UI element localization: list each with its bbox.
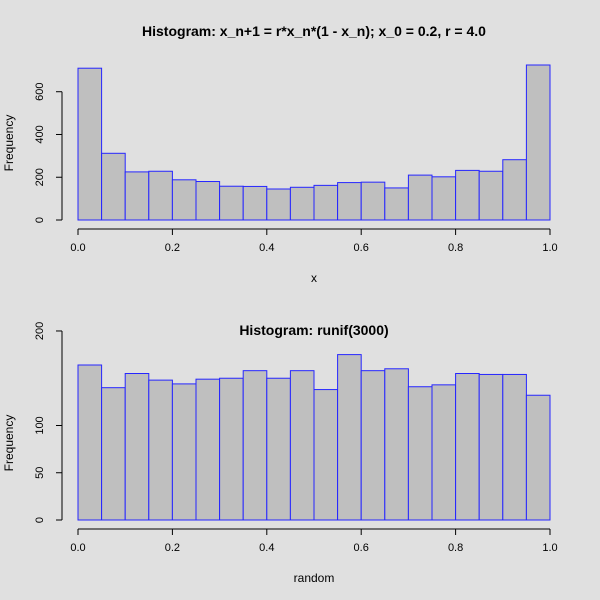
y-tick-label: 200 bbox=[34, 322, 46, 340]
histogram-bar bbox=[360, 181, 386, 221]
y-axis-label: Frequency bbox=[2, 115, 16, 172]
histogram-bar bbox=[289, 370, 315, 521]
histogram-bar bbox=[384, 368, 409, 521]
histogram-bar bbox=[502, 373, 527, 521]
y-axis: 0 50 100 200 bbox=[34, 322, 63, 523]
histogram-bar bbox=[455, 169, 480, 221]
x-tick-label: 0.6 bbox=[354, 242, 369, 254]
histogram-bar bbox=[407, 386, 433, 521]
histogram-bar bbox=[171, 383, 197, 521]
histogram-bar bbox=[266, 188, 291, 221]
y-tick-label: 400 bbox=[34, 125, 46, 143]
histogram-bar bbox=[337, 182, 362, 221]
y-axis: 0 200 400 600 bbox=[34, 83, 63, 223]
x-axis: 0.0 0.2 0.4 0.6 0.8 1.0 bbox=[70, 228, 558, 254]
bars bbox=[77, 354, 551, 521]
x-tick-label: 0.8 bbox=[448, 242, 463, 254]
histogram-bar bbox=[360, 370, 386, 521]
y-tick-label: 0 bbox=[34, 217, 46, 223]
histogram-bar bbox=[148, 379, 173, 521]
histogram-bar bbox=[407, 174, 433, 221]
histogram-bar bbox=[313, 389, 339, 521]
histogram-bar bbox=[478, 170, 504, 221]
histogram-bar bbox=[171, 179, 197, 221]
y-tick-label: 600 bbox=[34, 83, 46, 101]
x-tick-label: 0.4 bbox=[259, 542, 274, 554]
x-tick-label: 0.8 bbox=[448, 542, 463, 554]
x-tick-label: 0.6 bbox=[354, 542, 369, 554]
chart-title: Histogram: runif(3000) bbox=[239, 322, 388, 338]
y-tick-label: 50 bbox=[34, 467, 46, 479]
histogram-bar bbox=[502, 159, 527, 221]
x-tick-label: 0.2 bbox=[165, 542, 180, 554]
histogram-bar bbox=[431, 384, 457, 521]
x-tick-label: 0.0 bbox=[70, 242, 85, 254]
histogram-bar bbox=[101, 152, 126, 221]
histogram-bar bbox=[219, 377, 244, 521]
histogram-bar bbox=[266, 377, 291, 521]
histogram-bar bbox=[431, 176, 457, 221]
histogram-bar bbox=[195, 378, 221, 521]
histogram-bar bbox=[289, 186, 315, 221]
histogram-bar bbox=[525, 64, 551, 221]
histogram-bar bbox=[219, 185, 244, 221]
histogram-bar bbox=[124, 373, 150, 521]
histogram-bar bbox=[242, 370, 268, 521]
x-tick-label: 0.0 bbox=[70, 542, 85, 554]
histogram-bar bbox=[337, 354, 362, 521]
histogram-bar bbox=[384, 187, 409, 221]
chart-title: Histogram: x_n+1 = r*x_n*(1 - x_n); x_0 … bbox=[142, 23, 486, 39]
y-axis-label: Frequency bbox=[2, 415, 16, 472]
x-axis-label: x bbox=[311, 271, 317, 285]
x-axis: 0.0 0.2 0.4 0.6 0.8 1.0 bbox=[70, 528, 558, 554]
histogram-bar bbox=[455, 373, 480, 521]
x-tick-label: 1.0 bbox=[542, 242, 557, 254]
histogram-bar bbox=[478, 373, 504, 521]
histogram-bar bbox=[242, 185, 268, 221]
histogram-bar bbox=[77, 364, 103, 521]
x-tick-label: 0.2 bbox=[165, 242, 180, 254]
panel-top: Histogram: x_n+1 = r*x_n*(1 - x_n); x_0 … bbox=[2, 23, 558, 285]
x-tick-label: 1.0 bbox=[542, 542, 557, 554]
x-tick-label: 0.4 bbox=[259, 242, 274, 254]
y-tick-label: 0 bbox=[34, 517, 46, 523]
bars bbox=[77, 64, 551, 221]
panel-bottom: Histogram: runif(3000) random Frequency … bbox=[2, 322, 558, 585]
histogram-bar bbox=[313, 184, 339, 221]
y-tick-label: 200 bbox=[34, 168, 46, 186]
histogram-bar bbox=[525, 394, 551, 521]
histogram-bar bbox=[148, 170, 173, 221]
histogram-bar bbox=[101, 387, 126, 521]
histogram-bar bbox=[195, 181, 221, 221]
x-axis-label: random bbox=[294, 571, 335, 585]
y-tick-label: 100 bbox=[34, 416, 46, 434]
histogram-bar bbox=[77, 67, 103, 221]
histogram-bar bbox=[124, 171, 150, 221]
